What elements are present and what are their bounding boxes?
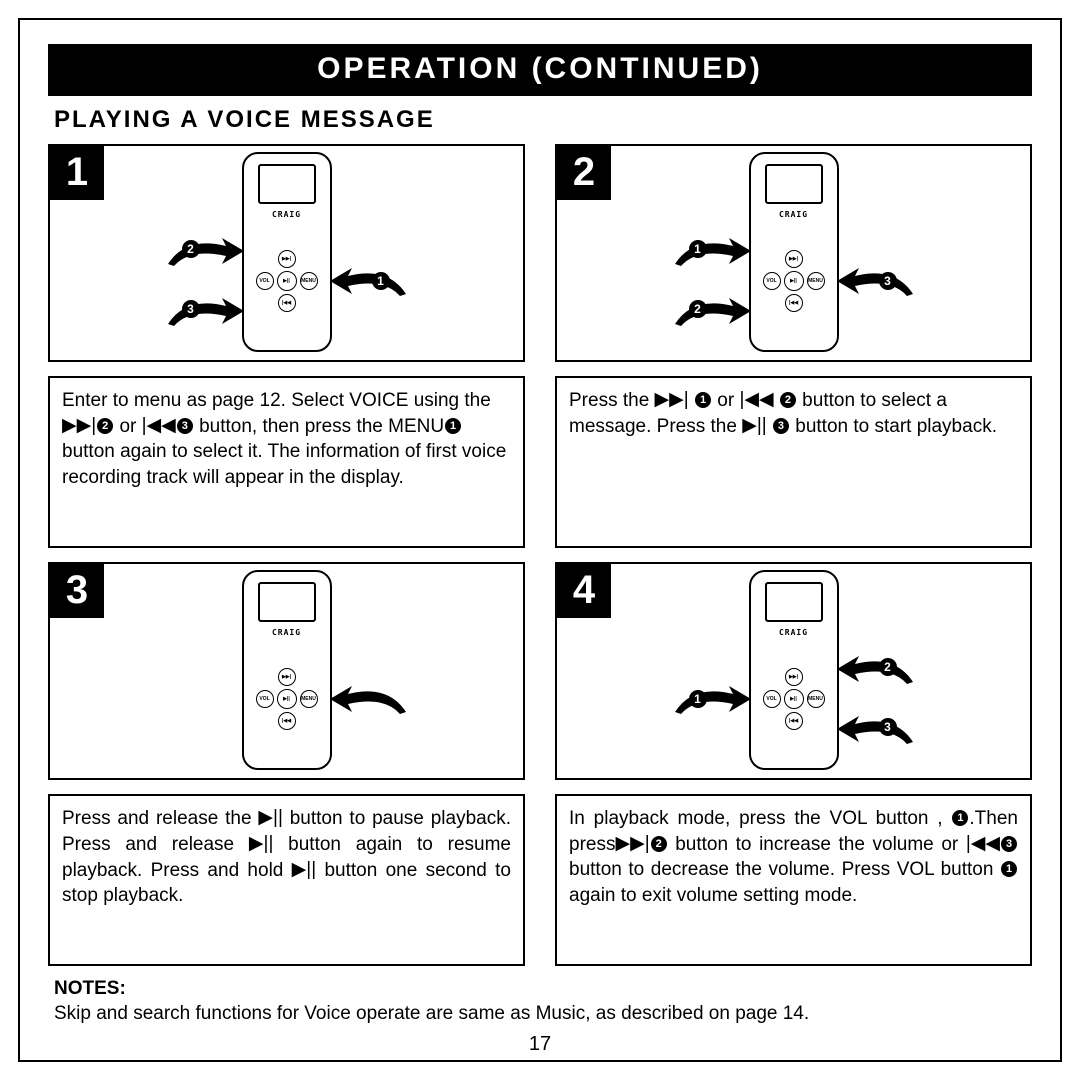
ref-badge: 2 [651,836,667,852]
playpause-icon: ▶|| [292,857,316,883]
hand-pointer-icon [673,294,753,328]
step-number: 2 [557,146,611,200]
callout-badge: 3 [879,718,897,736]
device-illustration: CRAIG ▶▶| VOL ▶|| MENU |◀◀ [242,570,332,770]
playpause-icon: ▶|| [258,805,282,831]
notes-body: Skip and search functions for Voice oper… [54,1002,1026,1027]
section-subtitle: PLAYING A VOICE MESSAGE [54,106,1032,134]
hand-pointer-icon [835,712,915,746]
step-4-description: In playback mode, press the VOL button ,… [555,794,1032,966]
steps-grid: 1 CRAIG ▶▶| VOL ▶|| MENU |◀◀ [48,144,1032,966]
playpause-icon: ▶|| [742,413,766,439]
ref-badge: 3 [177,418,193,434]
callout-badge: 1 [689,690,707,708]
callout-badge: 1 [689,240,707,258]
ref-badge: 1 [952,810,968,826]
dpad-icon: ▶▶| VOL ▶|| MENU |◀◀ [763,250,825,312]
callout-badge: 2 [879,658,897,676]
step-1-figure: 1 CRAIG ▶▶| VOL ▶|| MENU |◀◀ [48,144,525,362]
hand-pointer-icon [835,264,915,298]
ffwd-icon: ▶▶| [62,413,96,439]
rew-icon: |◀◀ [142,413,176,439]
hand-pointer-icon [673,682,753,716]
hand-pointer-icon [166,234,246,268]
hand-pointer-icon [328,682,408,716]
rew-icon: |◀◀ [739,387,773,413]
ref-badge: 3 [773,418,789,434]
brand-label: CRAIG [751,210,837,219]
device-illustration: CRAIG ▶▶| VOL ▶|| MENU |◀◀ 1 3 2 [749,152,839,352]
hand-pointer-icon [835,652,915,686]
device-illustration: CRAIG ▶▶| VOL ▶|| MENU |◀◀ 2 1 3 [242,152,332,352]
callout-badge: 2 [182,240,200,258]
hand-pointer-icon [328,264,408,298]
step-number: 1 [50,146,104,200]
ref-badge: 1 [445,418,461,434]
brand-label: CRAIG [751,628,837,637]
dpad-icon: ▶▶| VOL ▶|| MENU |◀◀ [256,668,318,730]
step-1-description: Enter to menu as page 12. Select VOICE u… [48,376,525,548]
dpad-icon: ▶▶| VOL ▶|| MENU |◀◀ [256,250,318,312]
ffwd-icon: ▶▶| [615,831,649,857]
ref-badge: 3 [1001,836,1017,852]
step-3-figure: 3 CRAIG ▶▶| VOL ▶|| MENU |◀◀ [48,562,525,780]
hand-pointer-icon [673,234,753,268]
ref-badge: 1 [1001,861,1017,877]
brand-label: CRAIG [244,210,330,219]
hand-pointer-icon [166,294,246,328]
callout-badge: 3 [182,300,200,318]
rew-icon: |◀◀ [966,831,1000,857]
notes-heading: NOTES: [54,978,1032,1000]
page-title: OPERATION (CONTINUED) [48,44,1032,96]
page-number: 17 [48,1033,1032,1056]
dpad-icon: ▶▶| VOL ▶|| MENU |◀◀ [763,668,825,730]
callout-badge: 2 [689,300,707,318]
step-3-description: Press and release the ▶|| button to paus… [48,794,525,966]
step-number: 4 [557,564,611,618]
device-illustration: CRAIG ▶▶| VOL ▶|| MENU |◀◀ 2 1 3 [749,570,839,770]
brand-label: CRAIG [244,628,330,637]
ref-badge: 2 [780,392,796,408]
ffwd-icon: ▶▶| [655,387,689,413]
page-frame: OPERATION (CONTINUED) PLAYING A VOICE ME… [18,18,1062,1062]
step-number: 3 [50,564,104,618]
ref-badge: 1 [695,392,711,408]
callout-badge: 3 [879,272,897,290]
step-2-description: Press the ▶▶| 1 or |◀◀ 2 button to selec… [555,376,1032,548]
callout-badge: 1 [372,272,390,290]
step-4-figure: 4 CRAIG ▶▶| VOL ▶|| MENU |◀◀ 2 [555,562,1032,780]
ref-badge: 2 [97,418,113,434]
playpause-icon: ▶|| [249,831,273,857]
step-2-figure: 2 CRAIG ▶▶| VOL ▶|| MENU |◀◀ 1 [555,144,1032,362]
